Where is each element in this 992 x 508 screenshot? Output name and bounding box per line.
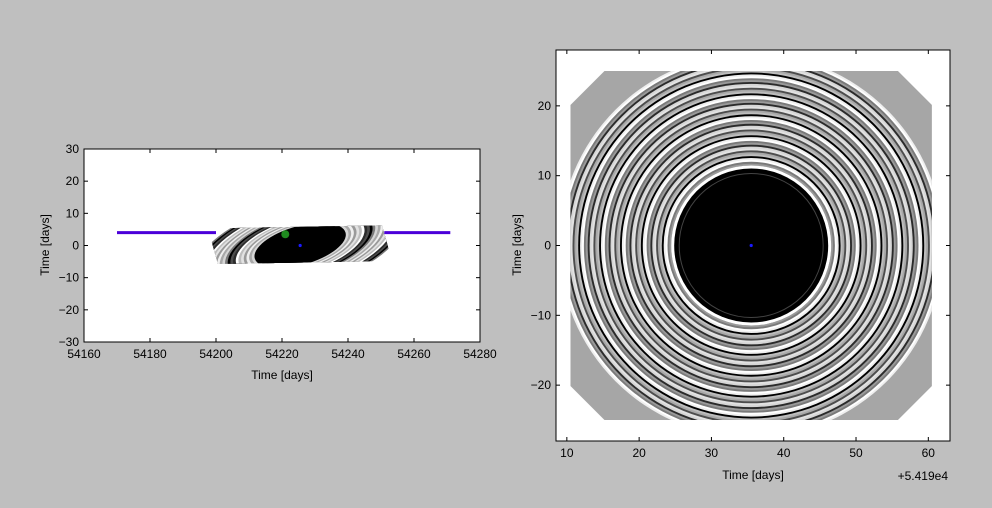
data-point xyxy=(749,243,753,248)
x-tick-label: 54160 xyxy=(67,347,101,361)
y-tick-label: 20 xyxy=(538,99,552,113)
chart-2-x-axis-label: Time [days] xyxy=(722,468,784,482)
x-tick-label: 20 xyxy=(632,446,646,460)
chart-1-y-axis-label: Time [days] xyxy=(38,214,52,276)
chart-2-series xyxy=(749,243,753,248)
y-tick-label: −20 xyxy=(59,303,80,317)
y-tick-label: 0 xyxy=(72,239,79,253)
data-point xyxy=(298,243,302,248)
x-tick-label: 40 xyxy=(777,446,791,460)
x-tick-label: 54180 xyxy=(133,347,167,361)
y-tick-label: −10 xyxy=(531,308,552,322)
chart-2-x-ticks: 10 20 30 40 50 60 xyxy=(560,50,935,460)
y-tick-label: 20 xyxy=(66,174,80,188)
y-tick-label: 30 xyxy=(66,142,80,156)
y-tick-label: −30 xyxy=(59,335,80,349)
chart-1-y-ticks: −30 −20 −10 0 10 20 30 xyxy=(59,142,480,349)
x-tick-label: 54220 xyxy=(265,347,299,361)
chart-2-y-axis-label: Time [days] xyxy=(510,214,524,276)
chart-2-y-ticks: −20 −10 0 10 20 xyxy=(531,99,950,392)
ring xyxy=(678,173,824,318)
y-tick-label: −20 xyxy=(531,378,552,392)
x-tick-label: 50 xyxy=(849,446,863,460)
data-point xyxy=(281,230,290,239)
y-tick-label: 10 xyxy=(538,169,552,183)
x-tick-label: 54240 xyxy=(331,347,365,361)
chart-1-series xyxy=(117,230,451,248)
chart-2-offset-text: +5.419e4 xyxy=(898,469,949,483)
chart-1: 54160 54180 54200 54220 54240 54260 54280 −30−… xyxy=(38,142,497,382)
y-tick-label: −10 xyxy=(59,271,80,285)
x-tick-label: 54260 xyxy=(397,347,431,361)
chart-1-x-axis-label: Time [days] xyxy=(251,368,313,382)
y-tick-label: 0 xyxy=(544,239,551,253)
x-tick-label: 10 xyxy=(560,446,574,460)
y-tick-label: 10 xyxy=(66,206,80,220)
chart-2: 10 20 30 40 50 60 −20 −10 0 10 20 Time [days] Tim… xyxy=(510,49,951,483)
x-tick-label: 30 xyxy=(705,446,719,460)
chart-1-x-ticks: 54160 54180 54200 54220 54240 54260 54280 xyxy=(67,149,497,361)
x-tick-label: 54280 xyxy=(463,347,497,361)
x-tick-label: 60 xyxy=(922,446,936,460)
x-tick-label: 54200 xyxy=(199,347,233,361)
